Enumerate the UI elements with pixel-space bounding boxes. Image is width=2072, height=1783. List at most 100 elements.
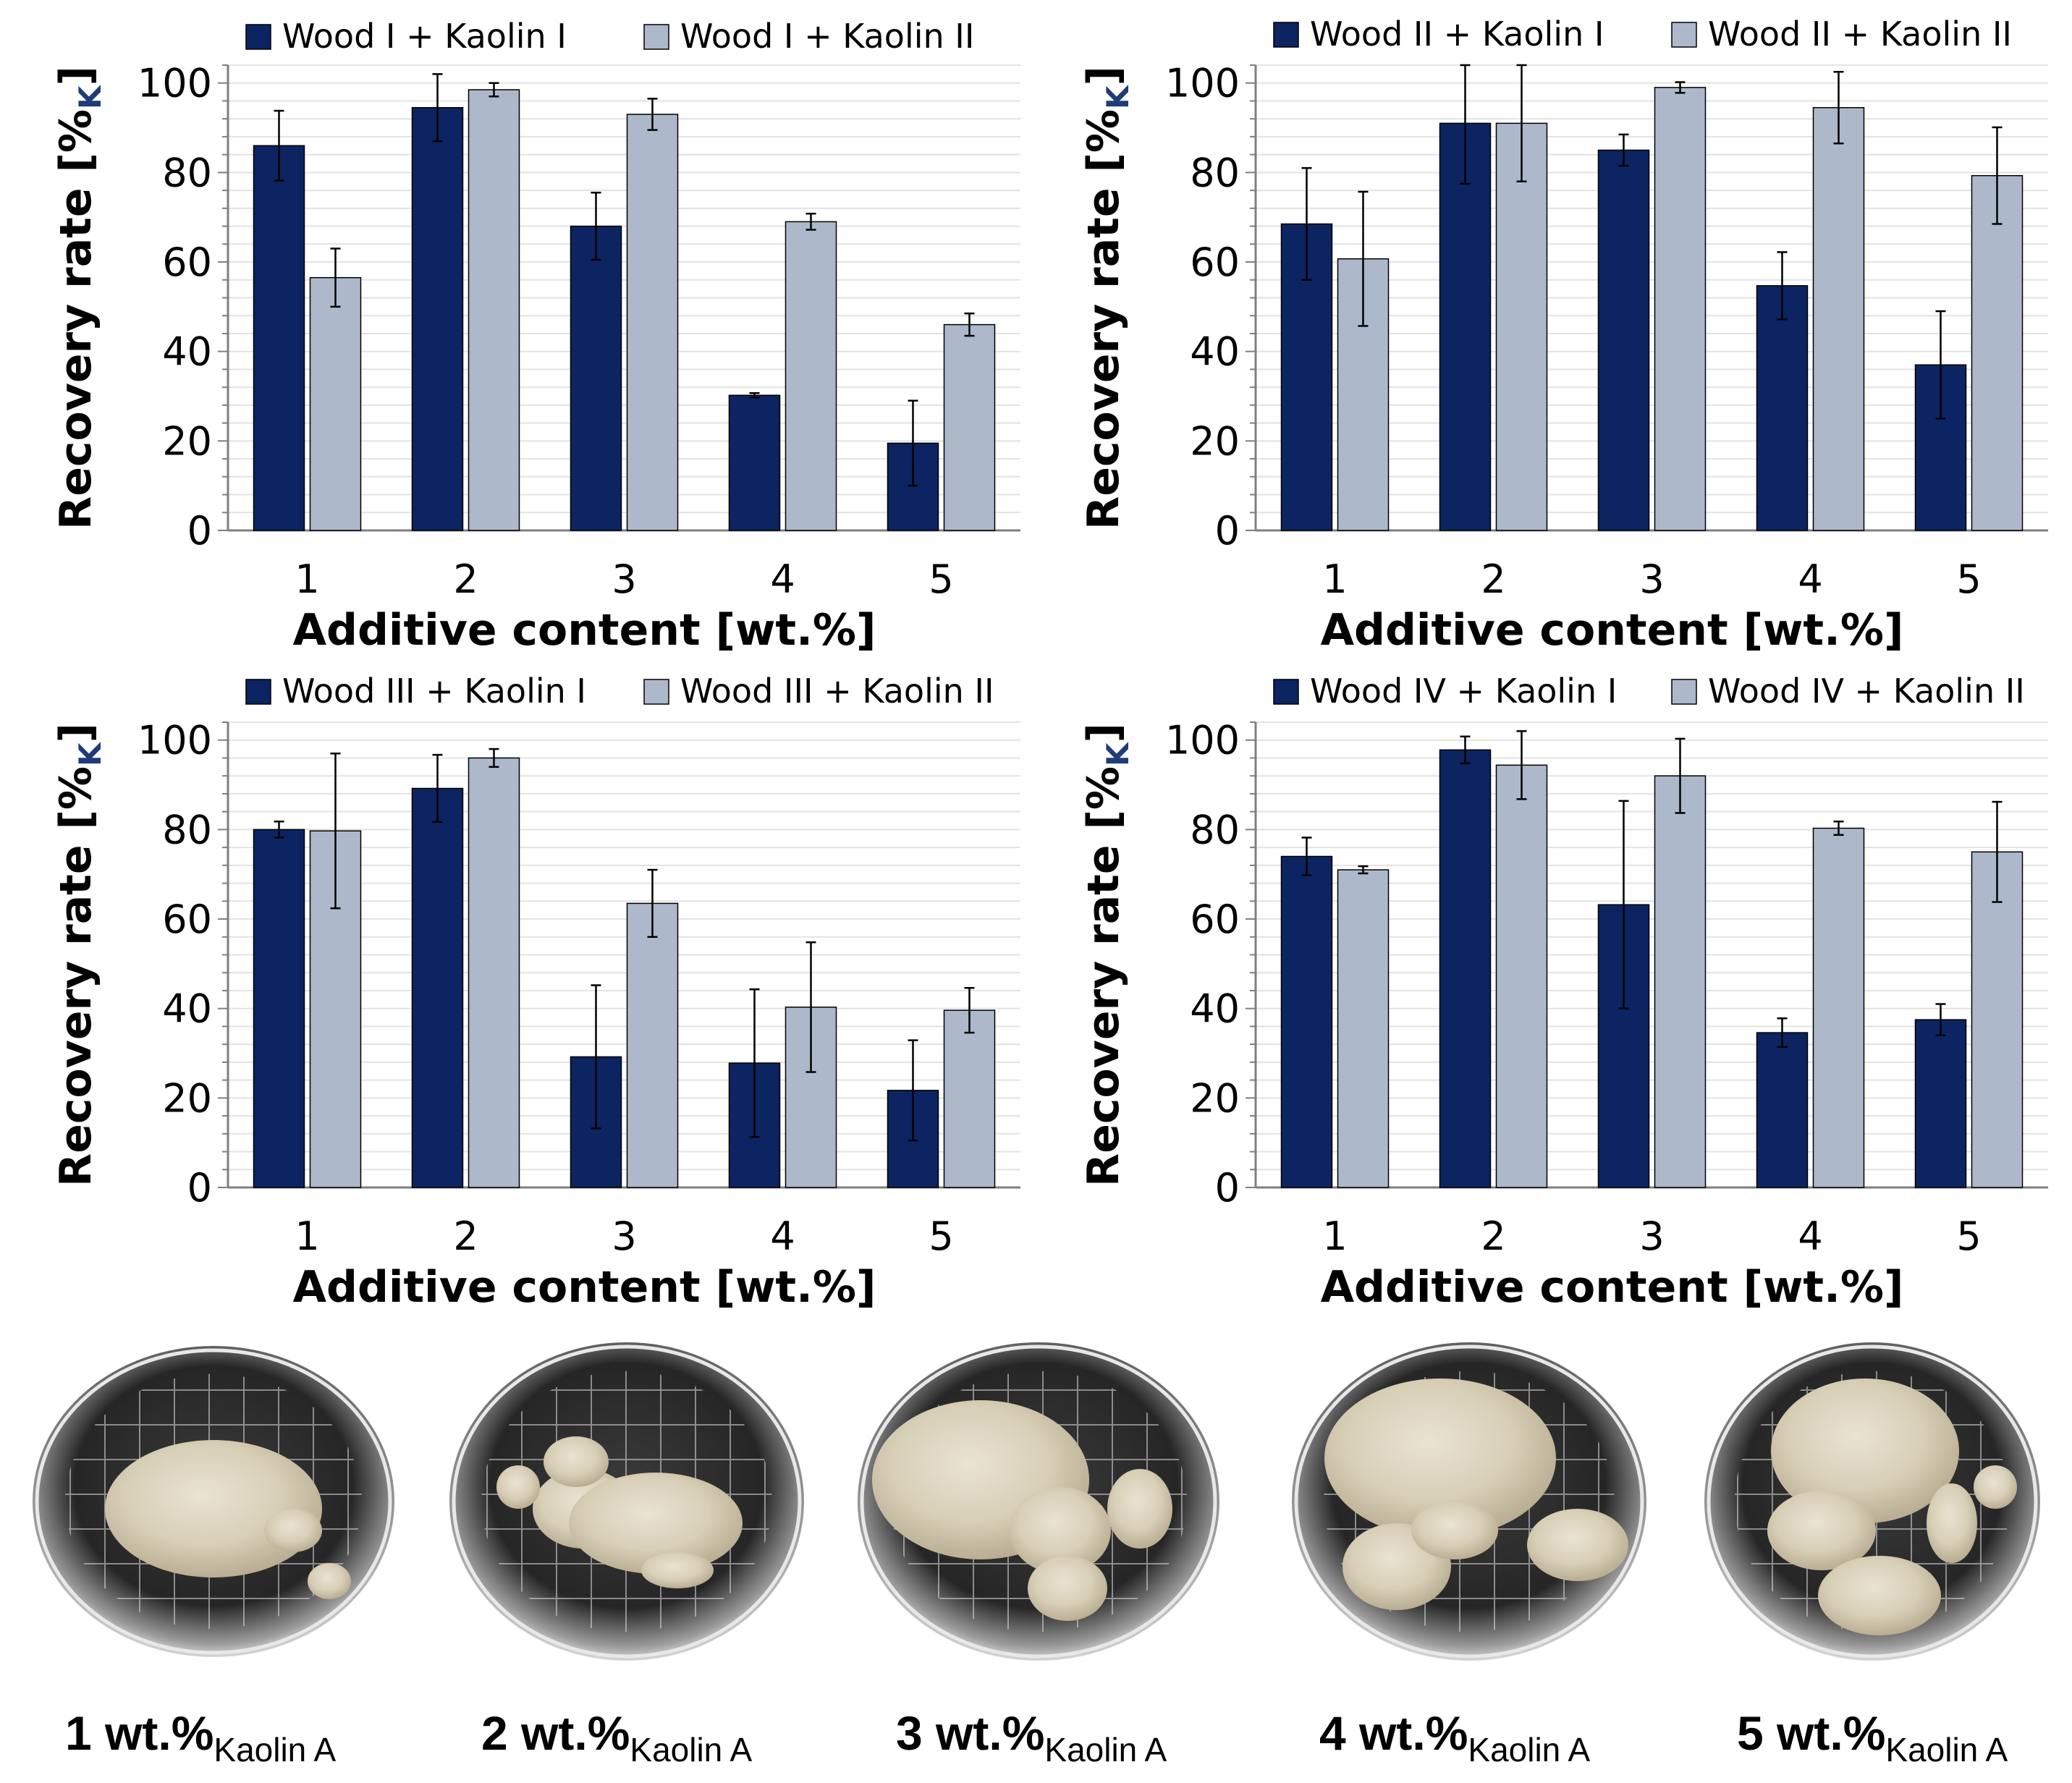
dish-rim (35, 1348, 392, 1655)
powder-clump (641, 1552, 714, 1588)
x-tick-label: 5 (929, 1214, 953, 1259)
photo-caption-main: 5 wt.% (1737, 1706, 1885, 1760)
powder-clump (1527, 1509, 1628, 1581)
bar-series2-1 (1337, 869, 1390, 1188)
chart-panel-3: 0 20 40 60 80 100 1 2 3 4 5 Additive content [wt.%]… (51, 672, 1020, 1313)
x-tick-label: 4 (770, 1214, 795, 1259)
chart-panel-1: 0 20 40 60 80 100 1 2 3 4 5 Additive content [wt.%]… (51, 17, 1020, 656)
y-axis-title-main: Recovery rate [% (51, 766, 101, 1187)
y-axis-title-end: ] (51, 723, 101, 742)
y-axis-title-end: ] (1078, 723, 1129, 742)
bar-series1-2 (411, 787, 464, 1188)
y-axis-title: Recovery rate [%K] (51, 723, 108, 1187)
bar-series2-2 (468, 757, 520, 1188)
photo-caption-subscript: Kaolin A (1044, 1731, 1167, 1769)
x-tick-label: 3 (612, 1214, 636, 1259)
bar-series1-3 (1597, 149, 1650, 531)
x-tick-label: 3 (1639, 556, 1664, 602)
x-tick-label: 3 (612, 556, 636, 602)
bar-series1-1 (1280, 855, 1333, 1188)
bar-series1-2 (1439, 749, 1492, 1188)
x-tick-label: 1 (295, 1214, 319, 1259)
bar-series2-5 (1971, 174, 2024, 531)
legend-label: Wood III + Kaolin II (680, 672, 994, 711)
legend-label: Wood I + Kaolin I (282, 17, 567, 56)
x-tick-label: 4 (770, 556, 795, 602)
y-tick-label: 80 (1190, 150, 1240, 195)
x-tick-label: 1 (1322, 1214, 1347, 1259)
y-tick-label: 60 (162, 897, 212, 942)
petri-dish-photo-1: 1 wt.%Kaolin A (33, 1346, 394, 1769)
powder-clump (496, 1465, 540, 1509)
photo-caption-main: 2 wt.% (481, 1706, 630, 1760)
y-tick-label: 0 (187, 508, 212, 554)
powder-clump (1974, 1465, 2017, 1509)
bar-series2-4 (1812, 106, 1865, 531)
bar-series1-4 (1756, 285, 1809, 531)
legend-swatch (643, 24, 669, 50)
powder-clump (308, 1563, 351, 1599)
bar-series1-3 (570, 225, 622, 531)
x-axis-title: Additive content [wt.%] (293, 1262, 876, 1313)
bar-series1-1 (253, 829, 305, 1188)
bar-series2-4 (785, 221, 837, 531)
petri-dish-photo-3: 3 wt.%Kaolin A (858, 1342, 1219, 1769)
powder-clump (544, 1436, 609, 1487)
chart-panel-4: 0 20 40 60 80 100 1 2 3 4 5 Additive content [wt.%]… (1078, 672, 2048, 1313)
powder-clump (1771, 1378, 1959, 1523)
legend-swatch (1671, 679, 1697, 705)
dish-rim (452, 1344, 802, 1659)
legend-label: Wood II + Kaolin II (1708, 14, 2012, 54)
y-axis-title-end: ] (1078, 66, 1129, 85)
bar-series2-5 (1971, 851, 2024, 1188)
powder-clump (1767, 1491, 1876, 1570)
legend-label: Wood II + Kaolin I (1310, 14, 1604, 54)
powder-clump (1411, 1502, 1498, 1559)
powder-clump (1927, 1483, 1977, 1563)
x-axis-title: Additive content [wt.%] (1321, 1262, 1904, 1313)
photo-caption-main: 3 wt.% (896, 1706, 1044, 1760)
bar-series2-2 (1495, 764, 1548, 1188)
x-tick-label: 2 (453, 556, 478, 602)
x-tick-label: 2 (1481, 556, 1505, 602)
x-tick-label: 4 (1798, 1214, 1822, 1259)
y-tick-label: 20 (162, 418, 212, 464)
legend-label: Wood I + Kaolin II (680, 17, 974, 56)
y-tick-label: 0 (187, 1165, 212, 1211)
photo-caption: 4 wt.%Kaolin A (1319, 1706, 1591, 1769)
bar-series2-3 (626, 114, 679, 531)
y-tick-label: 80 (162, 150, 212, 195)
legend-swatch (245, 24, 271, 50)
powder-clump (569, 1473, 743, 1574)
bar-series2-3 (1654, 87, 1707, 531)
x-tick-label: 4 (1798, 556, 1822, 602)
y-tick-label: 60 (1190, 897, 1240, 942)
bar-series1-1 (1280, 223, 1333, 531)
dish-rim (1294, 1344, 1644, 1659)
powder-clump (1028, 1556, 1107, 1621)
bar-series2-3 (1654, 775, 1707, 1188)
bar-series2-1 (309, 276, 362, 531)
powder-clump (1818, 1556, 1941, 1635)
photo-caption: 1 wt.%Kaolin A (65, 1706, 337, 1769)
x-tick-label: 5 (1956, 1214, 1981, 1259)
y-tick-label: 0 (1215, 1165, 1240, 1211)
y-axis-title-main: Recovery rate [% (1078, 109, 1129, 530)
photo-caption-subscript: Kaolin A (1468, 1731, 1590, 1769)
y-axis-title-subscript: K (72, 85, 108, 109)
photo-caption: 3 wt.%Kaolin A (896, 1706, 1167, 1769)
y-tick-label: 100 (138, 718, 212, 763)
y-axis-title-main: Recovery rate [% (51, 109, 101, 530)
y-tick-label: 60 (162, 240, 212, 285)
bar-series2-5 (943, 1009, 996, 1188)
y-tick-label: 0 (1215, 508, 1240, 554)
bar-series2-2 (468, 89, 520, 531)
y-tick-label: 100 (138, 61, 212, 106)
bar-series2-3 (626, 902, 679, 1188)
photo-caption: 5 wt.%Kaolin A (1737, 1706, 2008, 1769)
legend-label: Wood IV + Kaolin I (1310, 672, 1617, 711)
y-tick-label: 100 (1165, 61, 1240, 106)
petri-dish-photo-4: 4 wt.%Kaolin A (1292, 1342, 1646, 1769)
